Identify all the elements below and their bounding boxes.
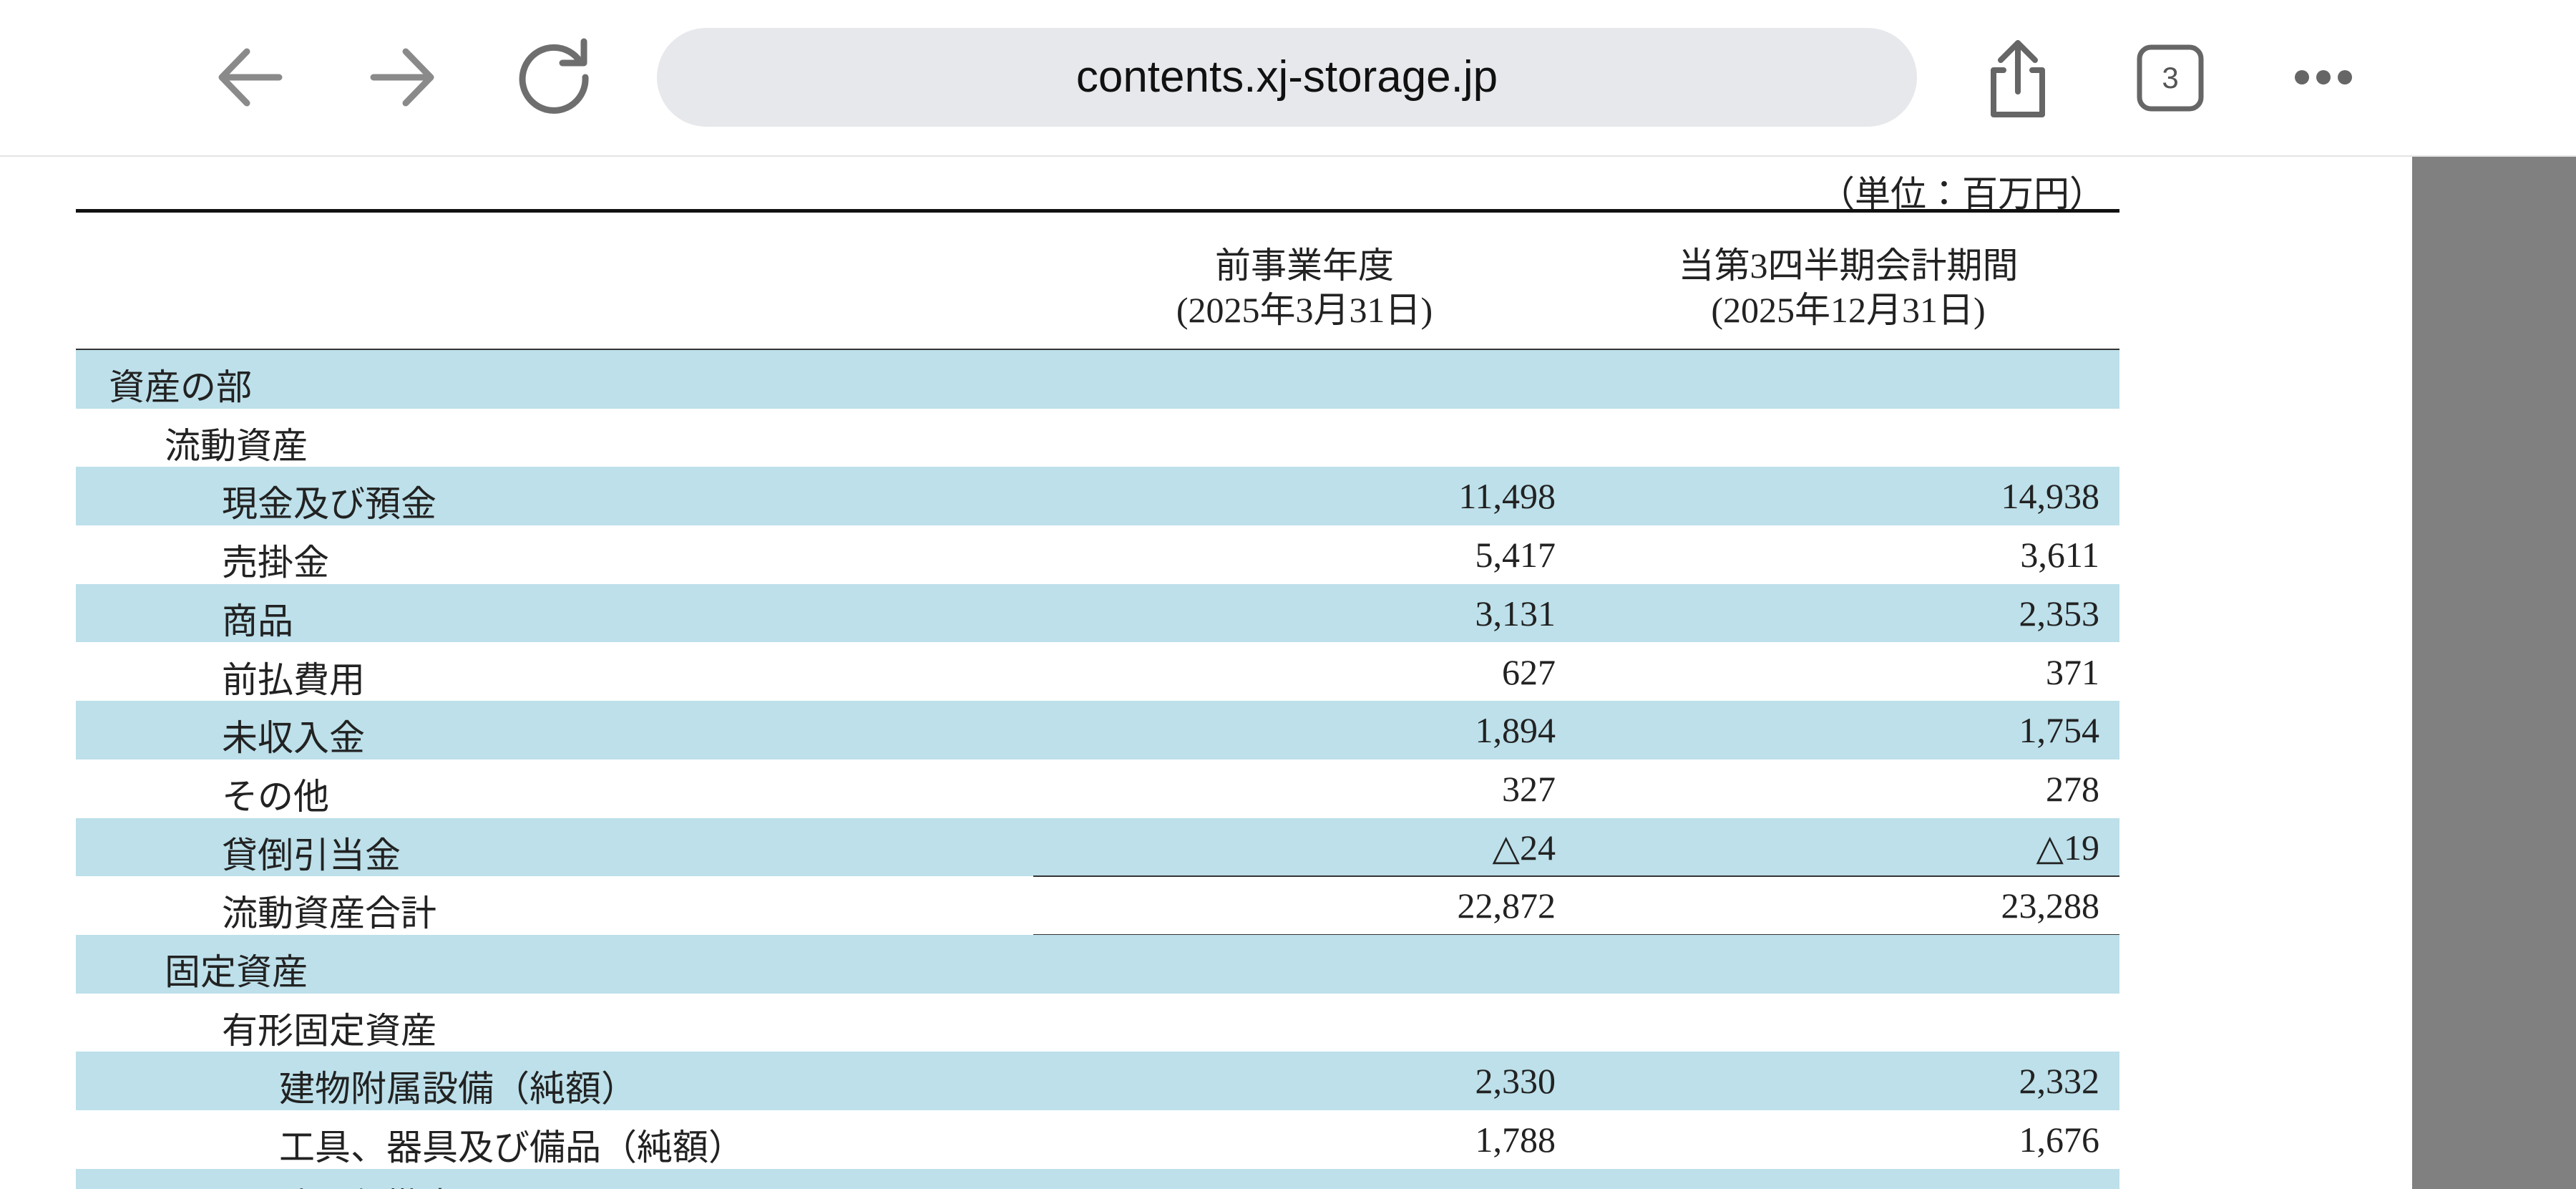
cell-value: 278	[2046, 768, 2099, 809]
cell-value: 371	[2046, 651, 2099, 692]
row-shade	[76, 583, 2119, 643]
cell-value: △19	[2036, 827, 2099, 868]
column-title: 前事業年度	[1215, 246, 1394, 286]
row-label: 有形固定資産	[222, 1010, 436, 1051]
row-label: 建物附属設備（純額）	[279, 1069, 637, 1110]
row-shade	[76, 701, 2119, 759]
cell-value: △24	[1492, 827, 1556, 868]
row-label: 未収入金	[222, 718, 365, 759]
cell-value: 2,330	[1475, 1061, 1556, 1102]
address-bar[interactable]: contents.xj-storage.jp	[657, 28, 1917, 127]
url-text: contents.xj-storage.jp	[1075, 52, 1498, 102]
row-shade	[76, 467, 2119, 526]
row-label: 固定資産	[165, 952, 308, 992]
row-shade	[76, 350, 2119, 409]
forward-button[interactable]	[370, 48, 434, 107]
side-panel	[2412, 157, 2576, 1189]
cell-value: 1,754	[2019, 710, 2100, 751]
reload-button[interactable]	[519, 38, 589, 114]
cell-value: 5,417	[1475, 535, 1556, 576]
row-label: 商品	[222, 601, 293, 641]
cell-value: 22,872	[1457, 885, 1556, 926]
row-label: 流動資産合計	[222, 893, 436, 934]
row-label: 現金及び預金	[222, 484, 436, 525]
browser-toolbar: 3 contents.xj-storage.jp	[0, 0, 2576, 157]
row-label: 貸倒引当金	[222, 835, 401, 875]
cell-value: 2,353	[2019, 593, 2100, 634]
cell-value: 11,498	[1458, 476, 1556, 517]
row-label: 流動資産	[165, 425, 308, 466]
cell-value: 1,788	[1475, 1120, 1556, 1160]
balance-sheet: （単位：百万円） 前事業年度 (2025年3月31日) 当第3四半期会計期間 (2025…	[0, 157, 2412, 1189]
row-label: 前払費用	[222, 659, 365, 700]
row-label: 建設仮勘定	[279, 1178, 458, 1189]
cell-value: 2,332	[2019, 1061, 2100, 1102]
unit-label: （単位：百万円）	[1819, 174, 2105, 214]
row-shade	[76, 1052, 2119, 1111]
row-shade	[76, 935, 2119, 994]
column-title: 当第3四半期会計期間	[1678, 246, 2019, 286]
header-bottom-rule	[76, 349, 2119, 350]
cell-value: 627	[1502, 651, 1556, 692]
header-rule	[76, 209, 2119, 213]
row-shade	[76, 1168, 2119, 1189]
cell-value: 3,131	[1475, 593, 1556, 634]
cell-value: 14,938	[2001, 476, 2100, 517]
share-button[interactable]	[1991, 40, 2045, 117]
row-label: 売掛金	[222, 543, 329, 583]
row-label: その他	[222, 776, 329, 817]
row-label: 資産の部	[109, 367, 252, 407]
column-date: (2025年12月31日)	[1711, 290, 1986, 330]
more-button[interactable]	[2295, 70, 2352, 84]
cell-value: 1,676	[2019, 1120, 2100, 1160]
cell-value: 327	[1502, 768, 1556, 809]
row-label: 工具、器具及び備品（純額）	[279, 1127, 744, 1168]
tab-count: 3	[2162, 61, 2178, 94]
cell-value: 1,894	[1475, 710, 1556, 751]
back-button[interactable]	[218, 48, 283, 107]
total-rule	[1033, 875, 2119, 878]
column-date: (2025年3月31日)	[1176, 290, 1433, 330]
tabs-button[interactable]	[2137, 44, 2204, 112]
cell-value: 3,611	[2020, 535, 2099, 576]
row-shade	[76, 817, 2119, 877]
cell-value: 23,288	[2001, 885, 2100, 926]
